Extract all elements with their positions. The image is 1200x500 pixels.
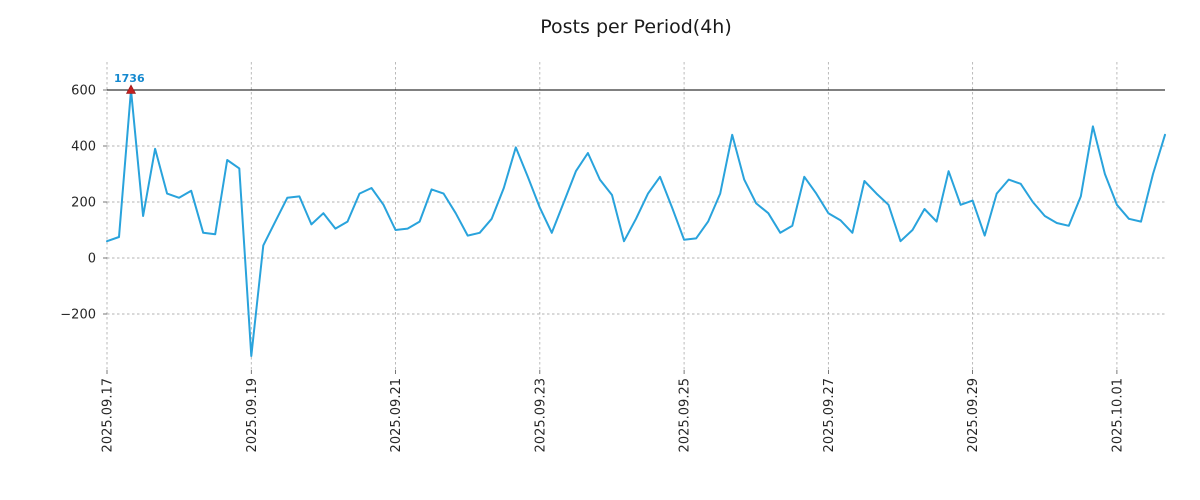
x-tick-label: 2025.09.19 bbox=[245, 378, 260, 452]
y-tick-label: 200 bbox=[71, 196, 96, 211]
y-tick-label: 600 bbox=[71, 84, 96, 99]
y-tick-label: −200 bbox=[60, 308, 96, 323]
x-tick-label: 2025.09.23 bbox=[533, 378, 548, 452]
grid-lines bbox=[106, 62, 1165, 370]
x-tick-label: 2025.09.21 bbox=[389, 378, 404, 452]
x-axis-labels: 2025.09.17 2025.09.19 2025.09.21 2025.09.23… bbox=[101, 378, 1126, 452]
x-tick-label: 2025.09.17 bbox=[101, 378, 116, 452]
y-tick-label: 0 bbox=[88, 252, 96, 267]
y-tick-label: 400 bbox=[71, 140, 96, 155]
x-tick-label: 2025.09.29 bbox=[966, 378, 981, 452]
posts-series-line bbox=[106, 89, 1166, 357]
x-tick-label: 2025.09.27 bbox=[822, 378, 837, 452]
x-tick-label: 2025.09.25 bbox=[678, 378, 693, 452]
max-value-marker bbox=[126, 84, 136, 94]
max-value-label: 1736 bbox=[114, 72, 145, 85]
y-axis-labels: −200 0 200 400 600 bbox=[60, 84, 96, 323]
chart-title: Posts per Period(4h) bbox=[540, 16, 732, 38]
tick-marks bbox=[103, 89, 1118, 374]
x-tick-label: 2025.10.01 bbox=[1110, 378, 1125, 452]
